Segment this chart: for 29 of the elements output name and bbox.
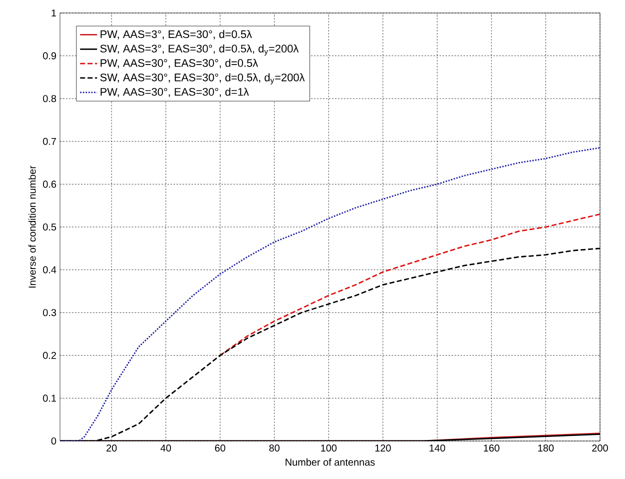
y-tick-label: 0.2	[43, 352, 56, 359]
y-tick-label: 0.5	[43, 223, 56, 231]
line-series	[219, 213, 600, 356]
x-tick-label: 20	[106, 444, 117, 452]
y-tick-label: 0.7	[43, 138, 56, 145]
y-tick-label: 0.1	[43, 394, 56, 402]
y-tick-label: 0.3	[43, 309, 56, 316]
y-tick-label: 0.8	[43, 95, 56, 102]
y-tick-label: 0.4	[43, 266, 56, 274]
x-axis-title: Number of antennas	[286, 458, 375, 466]
x-tick-label: 60	[215, 444, 226, 452]
legend-label: PW, AAS=3°, EAS=30°, d=0.5λ	[100, 30, 252, 40]
legend-label: SW, AAS=3°, EAS=30°, d=0.5λ, d$_{y}$=200λ	[100, 44, 299, 56]
legend-label: PW, AAS=30°, EAS=30°, d=0.5λ	[100, 58, 258, 68]
y-axis-title: Inverse of condition number	[28, 166, 36, 288]
x-tick-label: 40	[160, 444, 171, 452]
y-tick-label: 0.9	[43, 52, 56, 60]
x-tick-label: 140	[430, 444, 446, 452]
x-tick-label: 200	[592, 444, 608, 452]
y-tick-label: 1	[52, 10, 56, 16]
legend-label: SW, AAS=30°, EAS=30°, d=0.5λ, d$_{y}$=200λ	[100, 73, 305, 84]
x-tick-label: 80	[269, 444, 280, 452]
y-tick-label: 0	[51, 437, 56, 445]
x-tick-label: 160	[484, 444, 500, 452]
x-tick-label: 100	[321, 444, 337, 452]
x-tick-label: 120	[375, 444, 391, 452]
x-tick-label: 180	[538, 444, 554, 452]
legend-label: PW, AAS=30°, EAS=30°, d=1λ	[100, 88, 249, 98]
y-tick-label: 0.6	[43, 180, 56, 188]
